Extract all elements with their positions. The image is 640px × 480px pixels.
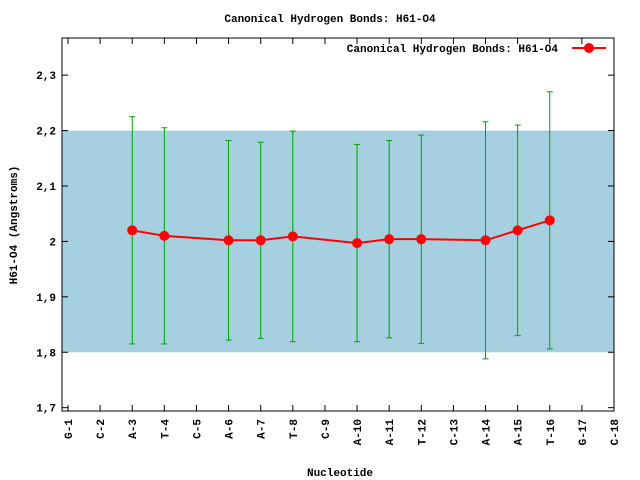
x-tick-label: A-10: [353, 419, 365, 445]
data-point: [512, 225, 523, 236]
x-tick-label: A-6: [225, 419, 237, 439]
x-tick-label: A-3: [128, 419, 140, 439]
data-point: [287, 231, 298, 242]
x-tick-label: C-18: [610, 419, 622, 446]
plot-frame: [61, 37, 615, 412]
y-tick-label: 1,7: [36, 404, 56, 416]
x-tick-label: T-4: [160, 419, 172, 439]
data-point: [223, 235, 234, 246]
data-point: [384, 234, 395, 245]
x-axis-label: Nucleotide: [307, 468, 373, 480]
legend-marker: [584, 43, 594, 53]
x-tick-label: C-13: [449, 419, 461, 446]
data-point: [416, 234, 427, 245]
data-point: [159, 230, 170, 241]
x-tick-label: A-15: [514, 419, 526, 446]
chart-title: Canonical Hydrogen Bonds: H61-O4: [224, 14, 436, 26]
data-point: [480, 235, 491, 246]
y-tick-label: 2,1: [36, 182, 56, 194]
x-tick-label: T-8: [289, 419, 301, 439]
y-tick-label: 2: [49, 237, 56, 249]
data-point: [544, 215, 555, 226]
legend-label: Canonical Hydrogen Bonds: H61-O4: [347, 44, 559, 56]
y-tick-label: 1,9: [36, 293, 56, 305]
x-tick-label: A-14: [482, 419, 494, 446]
data-point: [127, 225, 138, 236]
y-tick-label: 2,3: [36, 71, 56, 83]
x-tick-label: C-5: [192, 419, 204, 439]
x-tick-label: A-11: [385, 419, 397, 446]
x-tick-label: G-1: [64, 419, 76, 439]
data-point: [255, 235, 266, 246]
x-tick-label: A-7: [257, 419, 269, 439]
x-tick-label: T-12: [417, 419, 429, 445]
data-point: [352, 238, 363, 249]
x-tick-label: G-17: [578, 419, 590, 445]
y-tick-label: 2,2: [36, 127, 56, 139]
x-tick-label: T-16: [546, 419, 558, 445]
x-tick-label: C-2: [96, 419, 108, 439]
y-tick-label: 1,8: [36, 348, 56, 360]
x-tick-label: C-9: [321, 419, 333, 439]
y-axis-label: H61-O4 (Angstroms): [9, 166, 21, 285]
